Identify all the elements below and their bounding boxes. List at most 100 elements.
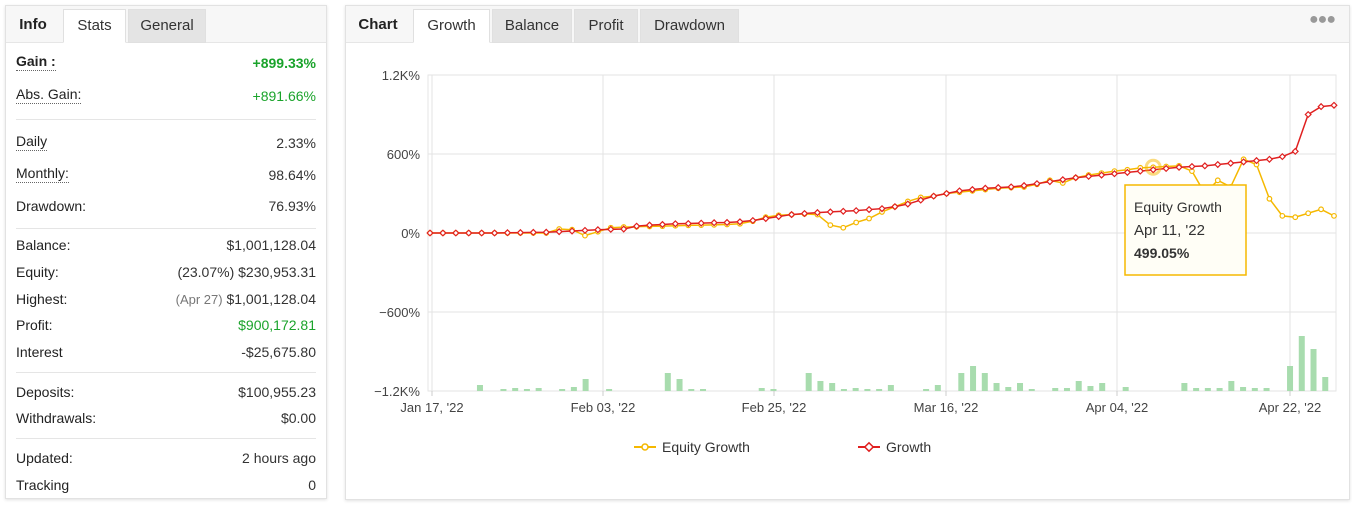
ellipsis-icon[interactable]: ●●● [1309, 11, 1336, 28]
growth-point [1278, 152, 1287, 161]
growth-point [426, 229, 434, 237]
growth-point [994, 183, 1002, 192]
volume-bar [805, 373, 812, 391]
gain-value: +899.33% [252, 55, 316, 71]
growth-point [555, 228, 563, 236]
growth-point [465, 229, 473, 237]
tab-chart[interactable]: Chart [358, 16, 398, 33]
volume-bar [829, 383, 836, 391]
volume-bar [1240, 387, 1247, 391]
daily-value: 2.33% [276, 135, 316, 151]
growth-point [1162, 164, 1170, 173]
x-tick-label: Mar 16, '22 [914, 400, 979, 415]
growth-point [826, 208, 835, 216]
deposits-label: Deposits: [16, 384, 75, 400]
growth-point [1188, 162, 1196, 171]
tab-profit[interactable]: Profit [574, 9, 638, 43]
growth-point [904, 200, 912, 208]
volume-bar [1251, 388, 1258, 391]
volume-bar [700, 389, 707, 391]
growth-point [632, 222, 641, 230]
drawdown-label: Drawdown: [16, 198, 87, 214]
daily-label[interactable]: Daily [16, 133, 48, 151]
chart-tooltip: Equity Growth Apr 11, '22 499.05% [1124, 184, 1247, 276]
volume-bar [559, 389, 566, 391]
highest-label: Highest: [16, 291, 68, 307]
highlight-point [1144, 158, 1162, 176]
growth-point [1136, 167, 1144, 175]
x-tick-label: Feb 03, '22 [571, 400, 636, 415]
growth-point [955, 187, 964, 195]
growth-point [749, 216, 757, 225]
x-tick-label: Jan 17, '22 [400, 400, 463, 415]
growth-point [865, 205, 873, 214]
growth-point [813, 208, 822, 217]
tab-balance[interactable]: Balance [492, 9, 572, 43]
equity-growth-point [1279, 212, 1286, 219]
growth-point [917, 196, 925, 204]
equity-growth-point [827, 222, 834, 229]
volume-bar [1263, 388, 1270, 391]
gain-row: Gain : +899.33% [16, 52, 316, 74]
divider [16, 372, 316, 373]
equity-growth-point [1305, 210, 1312, 217]
legend-growth-marker [863, 441, 875, 453]
equity-growth-point [853, 219, 860, 226]
volume-bar [934, 385, 941, 391]
growth-point [1317, 102, 1325, 111]
growth-point [852, 206, 860, 215]
tab-growth[interactable]: Growth [413, 9, 490, 43]
growth-chart[interactable]: 1.2K% 600% 0% −600% −1.2K%Jan 17, '22 Feb 03,… [346, 43, 1349, 499]
growth-point [1214, 160, 1222, 169]
equity-growth-point [1331, 212, 1337, 219]
profit-value: $900,172.81 [238, 317, 316, 333]
abs-gain-label[interactable]: Abs. Gain: [16, 86, 82, 104]
volume-bar [1052, 388, 1059, 391]
volume-bar [1063, 388, 1070, 391]
equity-value: $230,953.31 [238, 264, 316, 280]
balance-row: Balance: $1,001,128.04 [16, 234, 316, 256]
volume-bar [981, 373, 988, 391]
tab-info[interactable]: Info [19, 16, 47, 33]
legend-growth-label[interactable]: Growth [886, 439, 931, 455]
monthly-label[interactable]: Monthly: [16, 165, 69, 183]
gain-label[interactable]: Gain : [16, 53, 56, 71]
volume-bar [676, 379, 683, 391]
withdrawals-value: $0.00 [280, 410, 316, 426]
legend-equity-label[interactable]: Equity Growth [662, 439, 750, 455]
tracking-label: Tracking [16, 477, 70, 493]
volume-bar [958, 373, 965, 391]
growth-point [800, 209, 809, 218]
growth-point [775, 212, 783, 221]
volume-bar [1298, 336, 1305, 391]
tracking-row: Tracking 0 [16, 474, 316, 496]
highest-value-group: (Apr 27) $1,001,128.04 [176, 288, 316, 311]
withdrawals-row: Withdrawals: $0.00 [16, 407, 316, 429]
y-tick-label: 0% [401, 226, 420, 241]
volume-bar [1310, 349, 1317, 391]
growth-point [1149, 166, 1157, 174]
growth-point [607, 225, 615, 233]
equity-growth-point [1214, 177, 1221, 184]
volume-bar [758, 388, 765, 391]
equity-growth-point [866, 215, 872, 222]
chart-tabbar: Chart Growth Balance Profit Drawdown ●●● [346, 6, 1349, 43]
growth-point [1291, 147, 1299, 156]
deposits-value: $100,955.23 [238, 384, 316, 400]
growth-point [503, 229, 512, 237]
tab-drawdown[interactable]: Drawdown [640, 9, 739, 43]
growth-point [452, 229, 460, 237]
growth-point [490, 229, 499, 237]
growth-point [736, 218, 744, 226]
growth-point [581, 226, 589, 235]
volume-bar [1028, 389, 1035, 391]
tooltip-box [1124, 184, 1247, 276]
growth-point [723, 218, 731, 227]
volume-bar [1287, 366, 1294, 391]
volume-bar [1087, 386, 1094, 391]
tab-general[interactable]: General [128, 9, 206, 43]
drawdown-row: Drawdown: 76.93% [16, 195, 316, 217]
growth-point [594, 226, 602, 234]
volume-bar [1322, 377, 1329, 391]
tab-stats[interactable]: Stats [63, 9, 126, 43]
